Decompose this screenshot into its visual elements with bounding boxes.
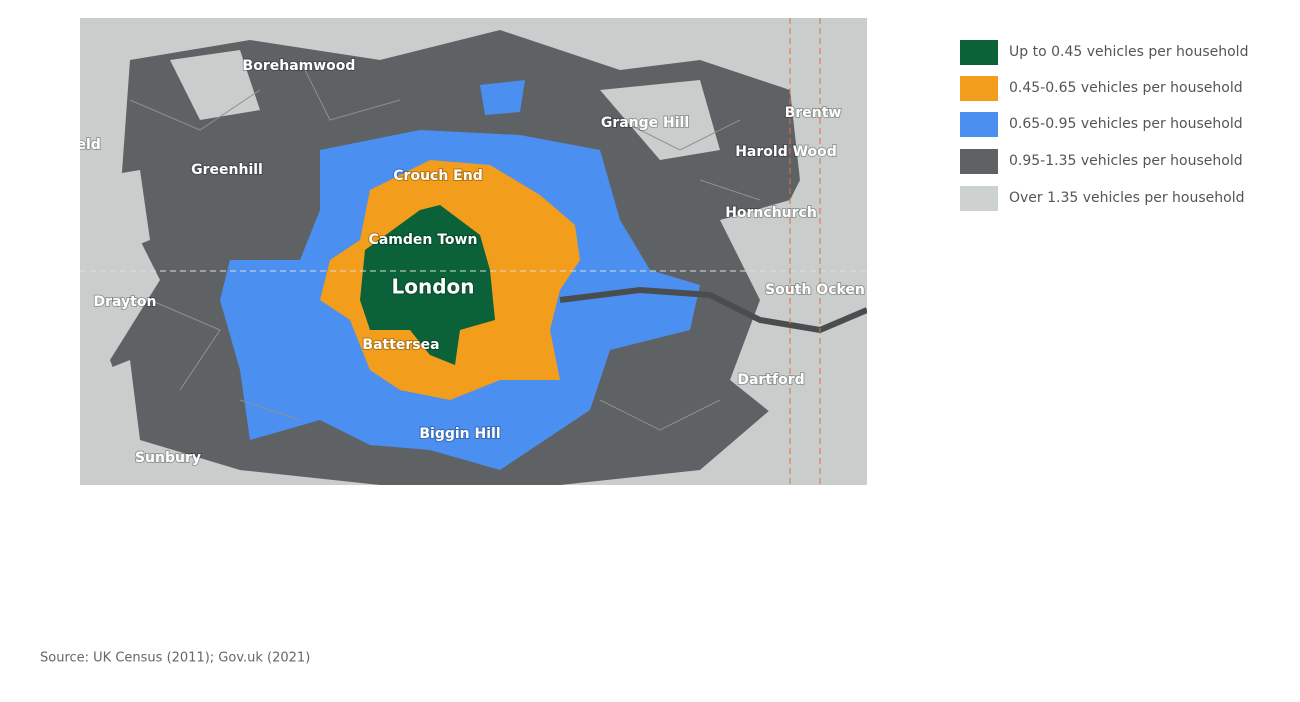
place-label: Drayton — [94, 294, 157, 310]
region-light — [80, 18, 867, 470]
legend-label: 0.65-0.95 vehicles per household — [1009, 116, 1243, 132]
place-label: Sunbury — [135, 450, 201, 466]
river — [559, 286, 867, 334]
place-label: Biggin Hill — [419, 426, 500, 442]
place-label: rfield — [59, 137, 101, 153]
place-label: Borehamwood — [243, 58, 356, 74]
place-label: Grange Hill — [601, 115, 689, 131]
legend-swatch — [960, 186, 998, 211]
legend-label: 0.95-1.35 vehicles per household — [1009, 153, 1243, 169]
region-green — [360, 205, 495, 365]
legend-swatch — [960, 40, 998, 65]
place-label: London — [391, 275, 474, 299]
legend-swatch — [960, 112, 998, 137]
legend-swatch — [960, 149, 998, 174]
place-label: Battersea — [362, 337, 439, 353]
place-label: Camden Town — [369, 232, 478, 248]
place-label: Crouch End — [393, 168, 482, 184]
place-label: Dartford — [737, 372, 804, 388]
place-label: Hornchurch — [725, 205, 817, 221]
borders — [129, 59, 761, 431]
legend-label: Up to 0.45 vehicles per household — [1009, 44, 1248, 60]
place-label: Brentw — [785, 105, 842, 121]
place-label: Greenhill — [191, 162, 263, 178]
legend-swatch — [960, 76, 998, 101]
legend-label: Over 1.35 vehicles per household — [1009, 190, 1245, 206]
place-label: South Ocken — [765, 282, 865, 298]
legend-label: 0.45-0.65 vehicles per household — [1009, 80, 1243, 96]
map: Borehamwood rfield Greenhill Crouch End Camd… — [59, 18, 867, 485]
source: Source: UK Census (2011); Gov.uk (2021) — [40, 651, 310, 666]
place-label: Harold Wood — [735, 144, 837, 160]
